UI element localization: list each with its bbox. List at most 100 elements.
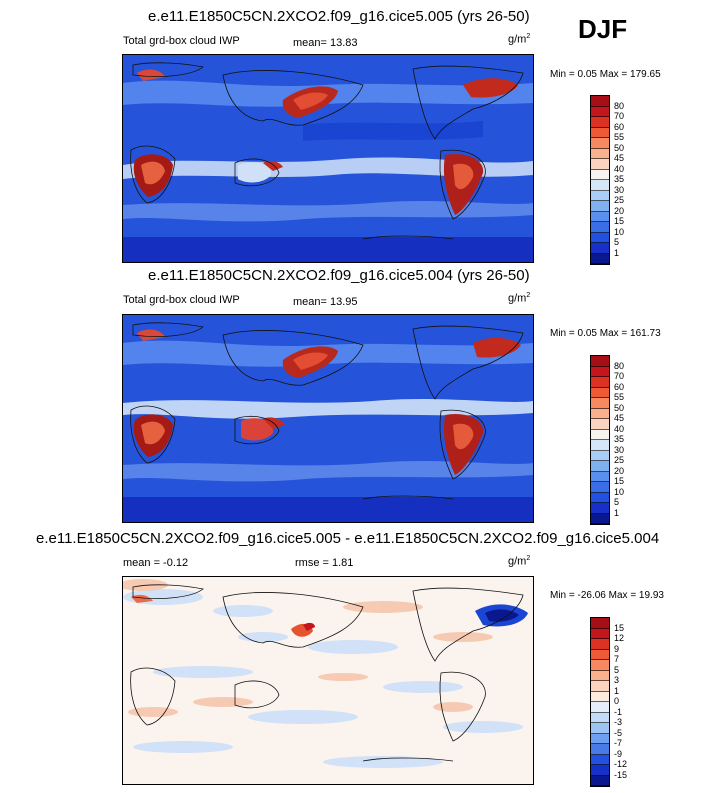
colorbar-tick-label: 35 [614, 174, 625, 184]
panel1-colorbar: 80 70 60 55 50 45 40 35 30 25 20 15 10 5 1 [590, 95, 624, 265]
colorbar-swatch [591, 440, 609, 451]
colorbar-tick-label: 45 [614, 413, 625, 423]
colorbar-swatch [591, 96, 609, 107]
colorbar-swatch [591, 723, 609, 734]
colorbar-swatch [591, 387, 609, 398]
panel3-colorbar-swatches [590, 617, 610, 787]
panel2-minmax: Min = 0.05 Max = 161.73 [550, 328, 661, 339]
colorbar-tick-label: 5 [614, 664, 620, 675]
panel1-colorbar-swatches [590, 95, 610, 265]
panel1-variable-label: Total grd-box cloud IWP [123, 35, 240, 47]
colorbar-swatch [591, 765, 609, 776]
colorbar-swatch [591, 138, 609, 149]
colorbar-swatch [591, 691, 609, 702]
colorbar-tick-label: 1 [614, 247, 620, 258]
colorbar-swatch [591, 471, 609, 482]
panel2-title: e.e11.E1850C5CN.2XCO2.f09_g16.cice5.004 … [148, 267, 530, 284]
panel1-map [122, 54, 534, 263]
colorbar-tick-label: 5 [614, 497, 620, 507]
colorbar-tick-label: 15 [614, 216, 625, 226]
colorbar-swatch [591, 169, 609, 180]
colorbar-tick-label: 9 [614, 643, 620, 654]
colorbar-tick-label: 25 [614, 195, 625, 205]
colorbar-swatch [591, 775, 609, 786]
colorbar-tick-label: -3 [614, 717, 623, 727]
colorbar-tick-label: -5 [614, 727, 623, 738]
colorbar-swatch [591, 513, 609, 524]
colorbar-swatch [591, 211, 609, 222]
colorbar-swatch [591, 408, 609, 419]
panel3-units: g/m2 [508, 555, 531, 568]
colorbar-swatch [591, 232, 609, 243]
colorbar-swatch [591, 429, 609, 440]
colorbar-swatch [591, 253, 609, 264]
colorbar-swatch [591, 639, 609, 650]
colorbar-tick-label: 50 [614, 142, 625, 153]
colorbar-swatch [591, 503, 609, 514]
colorbar-tick-label: 50 [614, 402, 625, 413]
colorbar-swatch [591, 492, 609, 503]
colorbar-swatch [591, 754, 609, 765]
colorbar-swatch [591, 106, 609, 117]
panel1-units: g/m2 [508, 33, 531, 46]
panel3-mean-label: mean = -0.12 [123, 557, 189, 569]
colorbar-swatch [591, 366, 609, 377]
panel3-title: e.e11.E1850C5CN.2XCO2.f09_g16.cice5.005 … [36, 530, 660, 547]
season-label: DJF [578, 14, 628, 44]
colorbar-tick-label: 15 [614, 622, 625, 633]
colorbar-tick-label: 25 [614, 455, 625, 465]
colorbar-tick-label: 70 [614, 371, 625, 381]
colorbar-tick-label: 20 [614, 205, 625, 216]
panel2-colorbar-swatches [590, 355, 610, 525]
colorbar-tick-label: 55 [614, 392, 625, 402]
panel2-units: g/m2 [508, 292, 531, 305]
panel3-minmax: Min = -26.06 Max = 19.93 [550, 590, 664, 601]
colorbar-swatch [591, 482, 609, 493]
colorbar-tick-label: 60 [614, 381, 625, 392]
colorbar-tick-label: 10 [614, 486, 625, 497]
colorbar-tick-label: 7 [614, 654, 620, 664]
colorbar-tick-label: 40 [614, 163, 625, 174]
colorbar-swatch [591, 148, 609, 159]
colorbar-swatch [591, 222, 609, 233]
colorbar-swatch [591, 681, 609, 692]
panel1-minmax: Min = 0.05 Max = 179.65 [550, 69, 661, 80]
colorbar-tick-label: 20 [614, 465, 625, 476]
colorbar-swatch [591, 117, 609, 128]
colorbar-tick-label: -7 [614, 738, 623, 748]
colorbar-swatch [591, 744, 609, 755]
colorbar-tick-label: 1 [614, 685, 620, 696]
colorbar-tick-label: 35 [614, 434, 625, 444]
colorbar-tick-label: 0 [614, 696, 620, 706]
colorbar-swatch [591, 618, 609, 629]
panel1-mean-label: mean= 13.83 [293, 37, 358, 49]
colorbar-tick-label: 40 [614, 423, 625, 434]
colorbar-tick-label: 30 [614, 444, 625, 455]
panel2-map [122, 314, 534, 523]
colorbar-swatch [591, 461, 609, 472]
colorbar-swatch [591, 356, 609, 367]
colorbar-swatch [591, 377, 609, 388]
colorbar-tick-label: 1 [614, 507, 620, 518]
colorbar-tick-label: 10 [614, 226, 625, 237]
colorbar-swatch [591, 201, 609, 212]
colorbar-tick-label: 80 [614, 360, 625, 371]
colorbar-tick-label: 12 [614, 633, 625, 643]
colorbar-swatch [591, 159, 609, 170]
panel2-colorbar: 80 70 60 55 50 45 40 35 30 25 20 15 10 5 1 [590, 355, 624, 525]
panel3-map [122, 576, 534, 785]
colorbar-swatch [591, 398, 609, 409]
colorbar-swatch [591, 670, 609, 681]
colorbar-swatch [591, 243, 609, 254]
colorbar-swatch [591, 180, 609, 191]
colorbar-swatch [591, 712, 609, 723]
colorbar-tick-label: 30 [614, 184, 625, 195]
panel1-title: e.e11.E1850C5CN.2XCO2.f09_g16.cice5.005 … [148, 8, 530, 25]
colorbar-swatch [591, 127, 609, 138]
colorbar-swatch [591, 628, 609, 639]
colorbar-tick-label: -15 [614, 769, 628, 780]
colorbar-tick-label: 70 [614, 111, 625, 121]
colorbar-tick-label: -1 [614, 706, 623, 717]
colorbar-swatch [591, 419, 609, 430]
panel2-variable-label: Total grd-box cloud IWP [123, 294, 240, 306]
